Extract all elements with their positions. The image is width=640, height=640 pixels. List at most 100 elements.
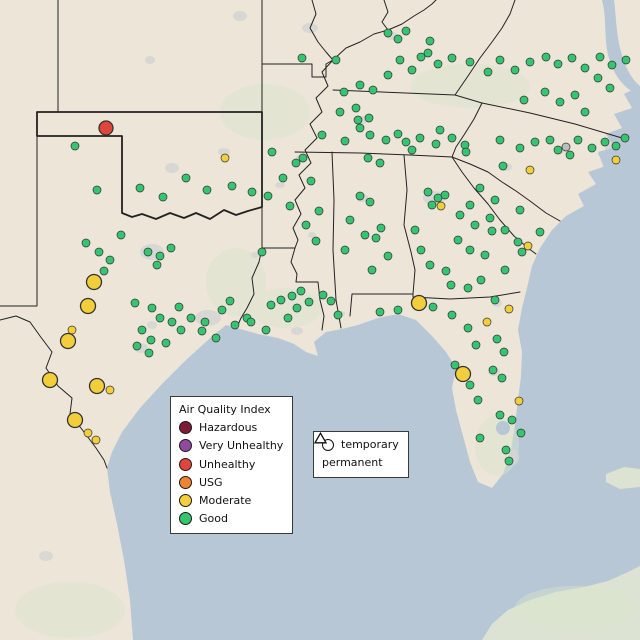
aqi-point-good — [197, 326, 207, 336]
aqi-point-good — [326, 296, 336, 306]
aqi-point-good — [573, 135, 583, 145]
aqi-point-good — [247, 187, 257, 197]
aqi-point-good — [211, 333, 221, 343]
border-ms-al — [331, 151, 342, 329]
aqi-point-good — [263, 191, 273, 201]
aqi-point-good — [202, 185, 212, 195]
state-borders — [0, 0, 623, 469]
aqi-point-good — [176, 325, 186, 335]
aqi-point-good — [257, 247, 267, 257]
aqi-point-good — [144, 348, 154, 358]
aqi-point-good — [137, 325, 147, 335]
aqi-point-good — [333, 310, 343, 320]
aqi-point-good — [593, 73, 603, 83]
aqi-point-good — [545, 135, 555, 145]
aqi-point-good — [492, 334, 502, 344]
aqi-point-good — [186, 313, 196, 323]
shape-legend-label: permanent — [322, 456, 383, 470]
aqi-point-good — [375, 158, 385, 168]
border-ga-fl — [412, 291, 521, 300]
border-mo-ar — [261, 59, 334, 78]
aqi-point-good — [565, 150, 575, 160]
aqi-point-good — [340, 245, 350, 255]
aqi-point-good — [355, 80, 365, 90]
aqi-point-moderate_large — [79, 297, 97, 315]
aqi-point-good — [463, 283, 473, 293]
aqi-point-good — [600, 137, 610, 147]
aqi-point-good — [353, 115, 363, 125]
aqi-point-good — [306, 176, 316, 186]
aqi-point-moderate_large — [88, 377, 106, 395]
aqi-swatch-good — [179, 512, 192, 526]
aqi-point-good — [425, 36, 435, 46]
aqi-point-good — [450, 360, 460, 370]
aqi-point-good — [487, 226, 497, 236]
border-tx-la — [236, 247, 263, 328]
aqi-point-good — [475, 183, 485, 193]
aqi-point-good — [407, 145, 417, 155]
aqi-point-good — [485, 213, 495, 223]
aqi-point-good — [611, 141, 621, 151]
aqi-point-good — [501, 445, 511, 455]
border-rio-grande — [0, 315, 108, 469]
aqi-point-moderate_small — [91, 435, 101, 445]
aqi-point-good — [621, 55, 631, 65]
aqi-point-good — [94, 247, 104, 257]
aqi-point-moderate_large — [410, 294, 428, 312]
aqi-point-good — [285, 201, 295, 211]
aqi-point-good — [383, 70, 393, 80]
border-ky-tn — [332, 89, 456, 96]
aqi-point-good — [283, 313, 293, 323]
aqi-point-good — [158, 192, 168, 202]
aqi-legend: Air Quality Index Hazardous Very Unhealth… — [170, 396, 294, 535]
border-tx-nm — [0, 135, 38, 307]
aqi-point-good — [174, 302, 184, 312]
aqi-point-good — [483, 67, 493, 77]
aqi-point-good — [261, 325, 271, 335]
aqi-point-good — [371, 233, 381, 243]
aqi-point-moderate_large — [59, 332, 77, 350]
aqi-point-good — [553, 59, 563, 69]
aqi-point-good — [553, 145, 563, 155]
aqi-legend-label: Very Unhealthy — [199, 439, 284, 453]
aqi-swatch-hazardous — [179, 421, 192, 435]
aqi-point-good — [345, 215, 355, 225]
landmass-cuba — [606, 467, 640, 489]
aqi-point-good — [317, 130, 327, 140]
aqi-point-good — [515, 143, 525, 153]
aqi-point-good — [540, 87, 550, 97]
aqi-point-good — [246, 317, 256, 327]
aqi-point-good — [152, 260, 162, 270]
aqi-point-good — [461, 147, 471, 157]
aqi-point-good — [495, 135, 505, 145]
aqi-point-good — [135, 183, 145, 193]
shape-legend-label: temporary — [341, 438, 399, 451]
aqi-point-moderate_small — [83, 428, 93, 438]
aqi-point-good — [513, 237, 523, 247]
border-oklahoma-outline — [36, 111, 263, 220]
aqi-point-good — [166, 243, 176, 253]
aqi-point-good — [296, 286, 306, 296]
lake-okeechobee — [496, 421, 510, 435]
aqi-point-good — [181, 173, 191, 183]
aqi-point-good — [227, 181, 237, 191]
aqi-point-good — [335, 107, 345, 117]
border-nc-sc — [451, 156, 561, 222]
aqi-point-good — [230, 320, 240, 330]
aqi-point-good — [495, 410, 505, 420]
aqi-point-moderate_large — [41, 371, 59, 389]
aqi-points — [41, 26, 631, 466]
aqi-point-moderate_small — [220, 153, 230, 163]
aqi-point-good — [500, 225, 510, 235]
shape-legend-item-temporary: temporary — [322, 438, 399, 451]
aqi-point-good — [70, 141, 80, 151]
aqi-point-good — [471, 340, 481, 350]
border-va-nc — [481, 102, 623, 139]
aqi-point-good — [580, 63, 590, 73]
aqi-point-good — [99, 266, 109, 276]
aqi-point-good — [363, 153, 373, 163]
aqi-point-good — [276, 295, 286, 305]
aqi-point-good — [517, 247, 527, 257]
